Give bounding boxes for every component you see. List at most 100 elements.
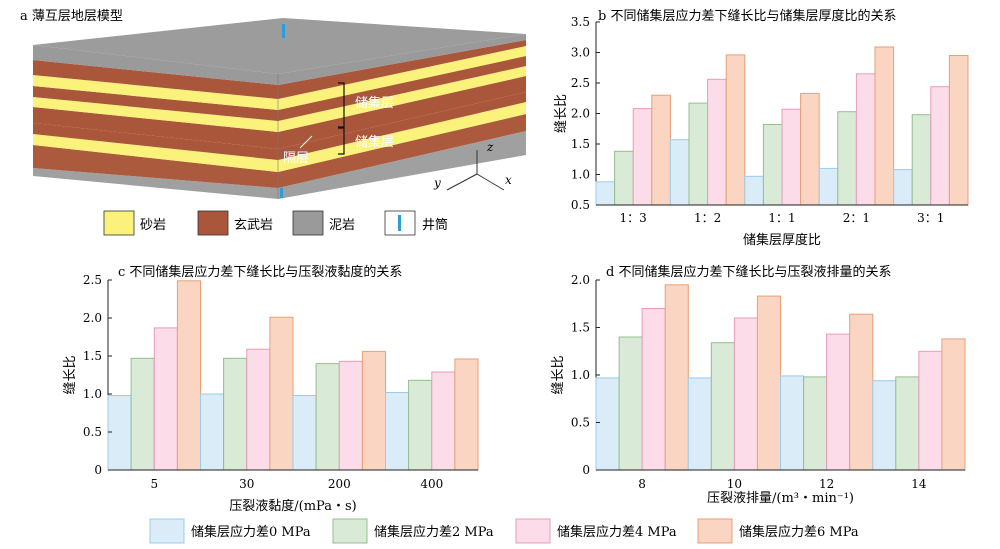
bar-c-3-1 [408,379,433,471]
bar-d-0-3 [664,284,689,471]
bar-b-2-0 [744,175,764,206]
x-tick-label: 8 [638,477,646,491]
bar-b-3-2 [855,73,876,206]
bar-c-3-2 [431,371,456,471]
y-tick-label: 0.5 [83,425,102,439]
y-tick-label: 0.5 [571,416,590,430]
x-tick-label: 5 [150,477,158,491]
series-legend: 储集层应力差0 MPa 储集层应力差2 MPa 储集层应力差4 MPa 储集层应… [149,518,859,544]
bar-d-3-2 [918,350,943,471]
bar-d-3-1 [895,376,920,471]
well-icon-top [282,24,285,38]
layer-basalt-3 [33,76,526,149]
bar-c-3-0 [385,392,410,471]
legend-label-0mpa: 储集层应力差0 MPa [191,524,311,540]
y-tick-label: 3.0 [571,46,590,60]
well-icon [398,215,401,231]
bar-d-2-1 [803,376,828,471]
bar-b-1-2 [707,78,727,206]
bar-c-0-2 [153,327,178,471]
bar-c-0-1 [130,357,155,471]
bar-c-2-1 [315,363,340,471]
bar-d-1-1 [710,342,735,471]
bar-d-1-3 [756,295,782,471]
bar-b-4-0 [893,169,913,206]
bar-c-3-3 [454,358,479,471]
panel-a-model: a 薄互层地层模型 [20,9,526,236]
bar-c-1-0 [200,393,225,471]
bar-c-1-3 [269,316,294,471]
y-axis-label: 缝长比 [551,355,566,394]
y-tick-label: 1.5 [571,321,590,335]
x-axis-label: 储集层厚度比 [743,232,821,248]
y-tick-label: 1.5 [83,349,102,363]
x-tick-label: 10 [727,477,742,491]
y-axis-label: 缝长比 [554,94,569,133]
y-tick-label: 2.0 [571,107,590,121]
bar-b-2-2 [781,108,802,206]
layer-sandstone-2 [33,66,526,132]
layer-basalt-2 [33,56,526,121]
bar-b-0-0 [595,181,616,206]
axis-z-label: z [486,140,494,154]
bar-d-2-2 [826,333,851,471]
legend-swatch-sandstone [103,210,135,236]
y-tick-label: 3.5 [571,15,590,29]
x-axis-label: 压裂液黏度/(mPa・s) [229,498,356,514]
x-tick-label: 1：1 [768,211,795,225]
bar-d-2-0 [780,375,805,471]
bar-c-1-2 [246,348,271,471]
bar-b-3-0 [818,167,839,206]
bar-b-3-3 [874,46,895,206]
bar-b-4-3 [948,55,969,206]
x-tick-label: 400 [420,477,443,491]
bar-d-1-2 [733,317,759,471]
layer-sandstone-3 [33,102,526,172]
legend-swatch-0mpa [149,518,185,544]
bar-c-2-2 [338,360,363,471]
layer-basalt-1 [33,40,526,99]
bracket-reservoir-bottom [338,127,345,155]
bar-c-0-0 [107,395,132,471]
layer-stack [33,18,526,199]
bar-c-1-1 [223,357,248,471]
y-tick-label: 0 [94,463,102,477]
legend-swatch-2mpa [332,518,368,544]
x-tick-label: 1：3 [620,211,647,225]
bar-b-0-2 [632,108,653,206]
legend-label-well: 井筒 [422,217,448,233]
barrier-pointer [299,135,313,149]
y-tick-label: 0 [582,463,590,477]
layer-mudstone-bottom [33,131,526,199]
y-tick-label: 0.5 [571,198,590,212]
x-tick-label: 3：1 [917,211,944,225]
x-tick-label: 30 [239,477,254,491]
label-barrier: 隔层 [283,151,309,166]
bar-d-3-3 [941,338,966,471]
x-tick-label: 14 [911,477,927,491]
bar-d-3-0 [872,380,897,471]
legend-label-sandstone: 砂岩 [140,218,166,233]
label-reservoir-bottom: 储集层 [355,134,394,150]
y-tick-label: 1.0 [571,168,590,182]
y-tick-label: 2.0 [571,273,590,287]
legend-label-2mpa: 储集层应力差2 MPa [374,524,494,540]
bar-d-0-0 [595,377,620,471]
bar-b-4-1 [911,114,932,206]
bar-b-3-1 [837,111,857,206]
chart-c-title: c 不同储集层应力差下缝长比与压裂液黏度的关系 [118,264,402,280]
chart-d-title: d 不同储集层应力差下缝长比与压裂液排量的关系 [606,264,891,280]
legend-swatch-4mpa [515,518,551,544]
bar-b-0-3 [651,94,671,206]
bracket-reservoir-top [338,82,345,128]
bar-c-0-3 [176,280,201,471]
top-surface [33,18,526,74]
label-reservoir-top: 储集层 [355,95,394,111]
bar-b-2-3 [800,92,820,206]
bar-c-2-0 [292,395,317,471]
panel-a-title: a 薄互层地层模型 [20,9,123,24]
x-tick-label: 12 [819,477,834,491]
y-tick-label: 2.0 [83,311,102,325]
chart-b-title: b 不同储集层应力差下缝长比与储集层厚度比的关系 [598,8,896,24]
